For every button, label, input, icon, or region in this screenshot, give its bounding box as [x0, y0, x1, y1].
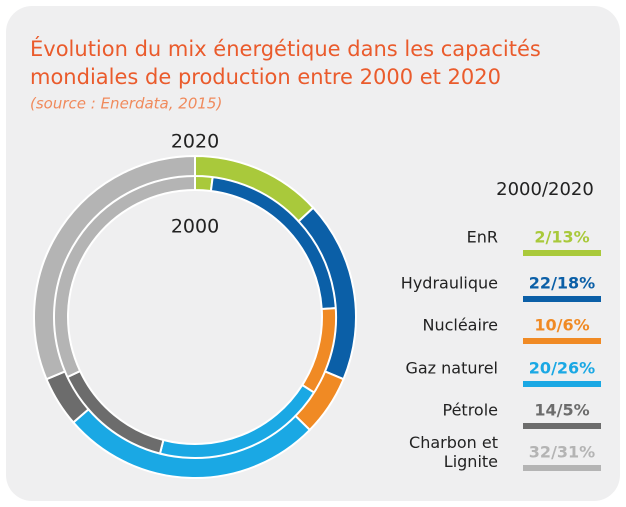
- legend-value: 14/5%: [534, 400, 590, 420]
- legend-swatch: [523, 381, 601, 387]
- legend-swatch: [523, 338, 601, 344]
- ring-label: 2000: [171, 216, 219, 238]
- legend-label: Hydraulique: [400, 273, 498, 293]
- legend-swatch: [523, 423, 601, 429]
- legend-value: 22/18%: [528, 273, 596, 293]
- ring-segment: [49, 170, 196, 381]
- legend-swatch: [523, 250, 601, 256]
- legend-label: Nucléaire: [422, 315, 498, 335]
- legend-value: 10/6%: [534, 315, 590, 335]
- legend-label: Charbon et Lignite: [409, 433, 498, 471]
- legend-value: 32/31%: [528, 442, 596, 462]
- legend-value: 2/13%: [534, 227, 590, 247]
- chart-title: Évolution du mix énergétique dans les ca…: [30, 36, 541, 89]
- legend-value: 20/26%: [528, 358, 596, 378]
- legend-title: 2000/2020: [496, 179, 594, 200]
- ring-label: 2020: [171, 131, 219, 153]
- legend-label: Pétrole: [442, 400, 499, 420]
- chart-title-line: Évolution du mix énergétique dans les ca…: [30, 36, 541, 61]
- chart-title-line: mondiales de production entre 2000 et 20…: [30, 65, 501, 89]
- legend-label: Gaz naturel: [405, 358, 498, 378]
- chart-subtitle: (source : Enerdata, 2015): [30, 95, 222, 113]
- legend-swatch: [523, 465, 601, 471]
- legend-swatch: [523, 296, 601, 302]
- ring-segment: [33, 154, 196, 381]
- legend-label: EnR: [466, 227, 498, 247]
